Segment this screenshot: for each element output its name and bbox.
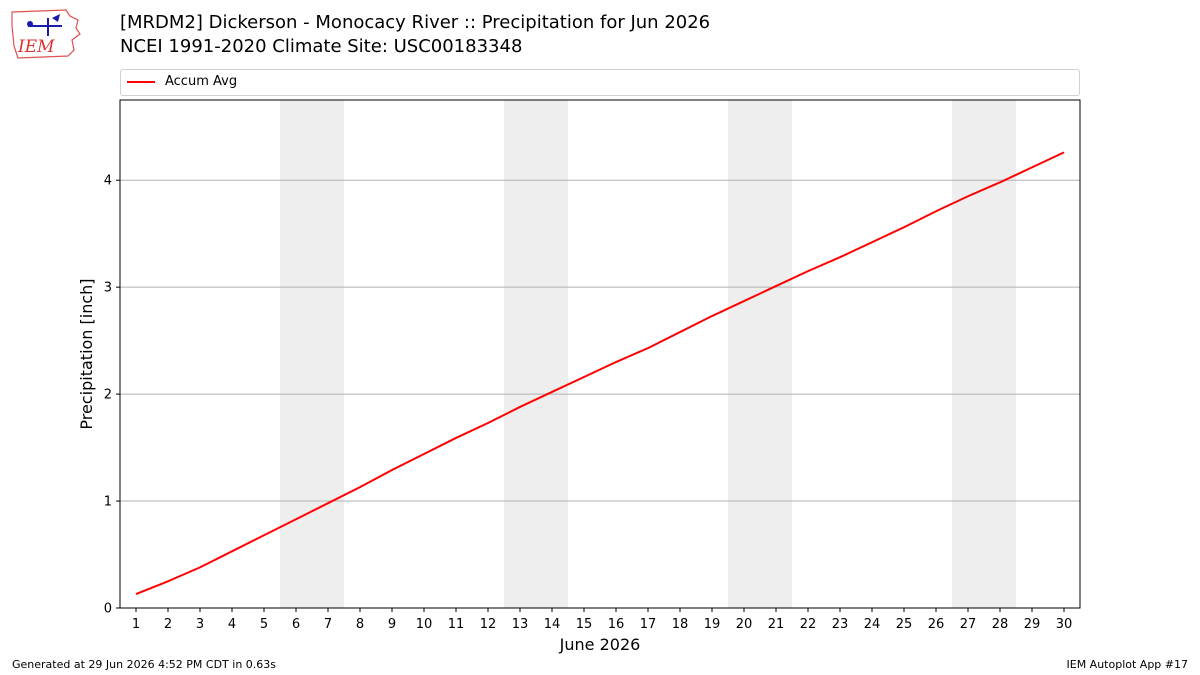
x-tick-label: 9 (388, 617, 396, 632)
y-tick-label: 1 (104, 495, 112, 510)
legend-label-accum-avg: Accum Avg (165, 74, 238, 89)
gridlines (120, 179, 1080, 502)
x-tick-label: 18 (672, 617, 689, 632)
x-tick-label: 4 (228, 617, 236, 632)
x-tick-label: 23 (832, 617, 849, 632)
chart-subtitle: NCEI 1991-2020 Climate Site: USC00183348 (120, 36, 523, 57)
weekend-band-1 (280, 100, 344, 608)
plot-frame (119, 99, 1081, 609)
x-tick-label: 11 (448, 617, 465, 632)
legend-swatch-accum-avg (127, 81, 155, 83)
weekend-band-2 (504, 100, 568, 608)
x-tick-label: 7 (324, 617, 332, 632)
x-tick-label: 15 (576, 617, 593, 632)
series-line-accum-avg (135, 151, 1065, 596)
x-tick-label: 17 (640, 617, 657, 632)
x-tick-label: 2 (164, 617, 172, 632)
iowa-outline (11, 9, 81, 59)
x-tick-label: 22 (800, 617, 817, 632)
x-tick-label: 21 (768, 617, 785, 632)
x-tick-label: 27 (960, 617, 977, 632)
x-tick-label: 14 (544, 617, 561, 632)
footer-generated-text: Generated at 29 Jun 2026 4:52 PM CDT in … (12, 658, 277, 671)
x-tick-label: 1 (132, 617, 140, 632)
x-tick-label: 5 (260, 617, 268, 632)
weekend-band-3 (728, 100, 792, 608)
x-tick-label: 30 (1056, 617, 1073, 632)
x-tick-label: 12 (480, 617, 497, 632)
weekend-band-4 (952, 100, 1016, 608)
x-axis-label: June 2026 (559, 635, 641, 654)
y-tick-label: 0 (104, 602, 112, 617)
legend: Accum Avg (120, 69, 1080, 96)
x-tick-label: 24 (864, 617, 881, 632)
y-tick-label: 4 (104, 174, 112, 189)
chart-title: [MRDM2] Dickerson - Monocacy River :: Pr… (120, 12, 711, 33)
x-tick-label: 25 (896, 617, 913, 632)
x-tick-label: 8 (356, 617, 364, 632)
weather-vane-cup (27, 21, 33, 27)
y-axis-label: Precipitation [inch] (77, 278, 96, 429)
iem-logo: IEM (11, 9, 81, 59)
x-tick-label: 10 (416, 617, 433, 632)
x-tick-label: 28 (992, 617, 1009, 632)
x-tick-label: 13 (512, 617, 529, 632)
x-tick-label: 19 (704, 617, 721, 632)
y-tick-label: 3 (104, 281, 112, 296)
weather-vane-arrow (52, 14, 60, 22)
x-tick-label: 16 (608, 617, 625, 632)
logo-text: IEM (17, 37, 55, 57)
series-layer (135, 151, 1065, 596)
footer-app-text: IEM Autoplot App #17 (1066, 658, 1189, 671)
x-tick-label: 20 (736, 617, 753, 632)
x-tick-label: 29 (1024, 617, 1041, 632)
x-tick-label: 26 (928, 617, 945, 632)
y-tick-label: 2 (104, 388, 112, 403)
x-tick-label: 3 (196, 617, 204, 632)
x-tick-label: 6 (292, 617, 300, 632)
weekend-bands (280, 100, 1016, 608)
